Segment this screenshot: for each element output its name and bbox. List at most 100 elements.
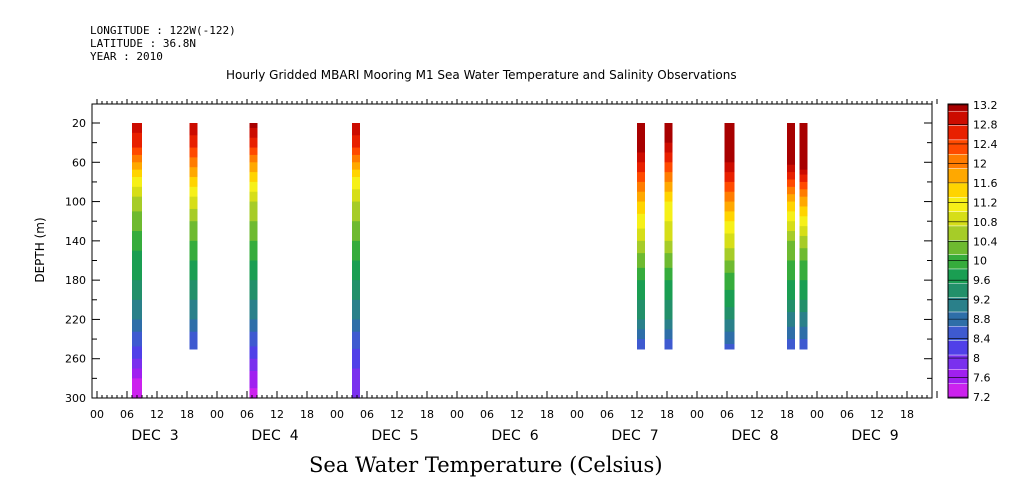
- profile-cell: [249, 309, 258, 313]
- profile-cell: [799, 314, 808, 318]
- profile-cell: [664, 240, 673, 244]
- profile-cell: [799, 223, 808, 227]
- profile-1: [132, 123, 142, 399]
- profile-cell: [249, 378, 258, 382]
- profile-cell: [637, 250, 645, 254]
- profile-cell: [189, 243, 198, 247]
- profile-cell: [132, 302, 142, 306]
- profile-cell: [132, 231, 142, 235]
- profile-cell: [189, 235, 198, 240]
- profile-cell: [249, 361, 258, 365]
- profile-cell: [724, 135, 735, 139]
- profile-cell: [799, 287, 808, 291]
- profile-cell: [724, 312, 735, 316]
- profile-cell: [352, 339, 360, 343]
- profile-cell: [352, 243, 360, 247]
- profile-cell: [352, 231, 360, 235]
- profile-cell: [637, 282, 645, 286]
- profile-cell: [724, 169, 735, 173]
- profile-cell: [249, 142, 258, 146]
- profile-cell: [189, 270, 198, 274]
- profile-cell: [787, 145, 795, 149]
- profile-cell: [352, 245, 360, 249]
- profile-cell: [249, 319, 258, 323]
- profile-cell: [132, 211, 142, 215]
- profile-cell: [799, 154, 808, 158]
- profile-cell: [664, 189, 673, 193]
- profile-cell: [637, 169, 645, 173]
- colorbar-cell: [947, 139, 969, 155]
- profile-cell: [799, 258, 808, 262]
- profile-9: [799, 123, 808, 350]
- profile-cell: [637, 280, 645, 284]
- profile-cell: [189, 238, 198, 242]
- profile-cell: [189, 189, 198, 193]
- profile-cell: [787, 258, 795, 262]
- profile-cell: [189, 194, 198, 198]
- profile-cell: [799, 270, 808, 274]
- profile-cell: [637, 287, 645, 291]
- profile-cell: [189, 142, 198, 146]
- profile-cell: [664, 262, 673, 267]
- profile-cell: [799, 147, 808, 151]
- profile-cell: [664, 235, 673, 240]
- profile-cell: [664, 154, 673, 158]
- profile-cell: [637, 243, 645, 247]
- profile-cell: [799, 312, 808, 316]
- profile-cell: [799, 172, 808, 176]
- profile-cell: [352, 356, 360, 360]
- colorbar-cell: [947, 168, 969, 184]
- profile-cell: [637, 343, 645, 348]
- profile-cell: [664, 304, 673, 308]
- profile-cell: [664, 331, 673, 335]
- colorbar-cell: [947, 211, 969, 227]
- x-day-label: DEC 4: [251, 428, 298, 444]
- profile-cell: [787, 191, 795, 195]
- profile-cell: [799, 309, 808, 313]
- profile-cell: [637, 297, 645, 301]
- profile-cell: [352, 285, 360, 289]
- profile-cell: [664, 145, 673, 149]
- colorbar-cell: [947, 240, 969, 255]
- profile-cell: [352, 258, 360, 262]
- profile-cell: [664, 164, 673, 168]
- profile-cell: [352, 299, 360, 303]
- profile-cell: [132, 326, 142, 330]
- profile-cell: [249, 277, 258, 281]
- profile-cell: [249, 334, 258, 338]
- profile-cell: [352, 302, 360, 306]
- profile-cell: [787, 164, 795, 168]
- profile-cell: [189, 135, 198, 139]
- profile-cell: [249, 125, 258, 129]
- profile-cell: [724, 240, 735, 244]
- profile-cell: [787, 127, 795, 131]
- profile-cell: [132, 181, 142, 185]
- profile-cell: [787, 152, 795, 156]
- profile-cell: [724, 147, 735, 151]
- y-tick-label: 300: [65, 392, 86, 405]
- profile-cell: [799, 218, 808, 222]
- profile-cell: [664, 140, 673, 144]
- profile-cell: [189, 258, 198, 262]
- profile-cell: [352, 358, 360, 362]
- profile-cell: [249, 267, 258, 271]
- x-tick-label: 18: [420, 408, 434, 421]
- profile-cell: [132, 380, 142, 384]
- profile-cell: [249, 228, 258, 232]
- colorbar-label: 10.8: [973, 216, 998, 229]
- profile-cell: [799, 307, 808, 311]
- profile-cell: [787, 174, 795, 178]
- profile-cell: [189, 221, 198, 225]
- profile-cell: [132, 125, 142, 129]
- profile-cell: [799, 179, 808, 183]
- profile-cell: [249, 280, 258, 284]
- profile-cell: [132, 226, 142, 230]
- profile-cell: [664, 265, 673, 269]
- profile-cell: [132, 169, 142, 173]
- profile-cell: [799, 331, 808, 335]
- profile-cell: [799, 132, 808, 136]
- x-day-label: DEC 9: [851, 428, 898, 444]
- profile-cell: [799, 123, 808, 127]
- profile-cell: [787, 248, 795, 252]
- profile-cell: [799, 243, 808, 247]
